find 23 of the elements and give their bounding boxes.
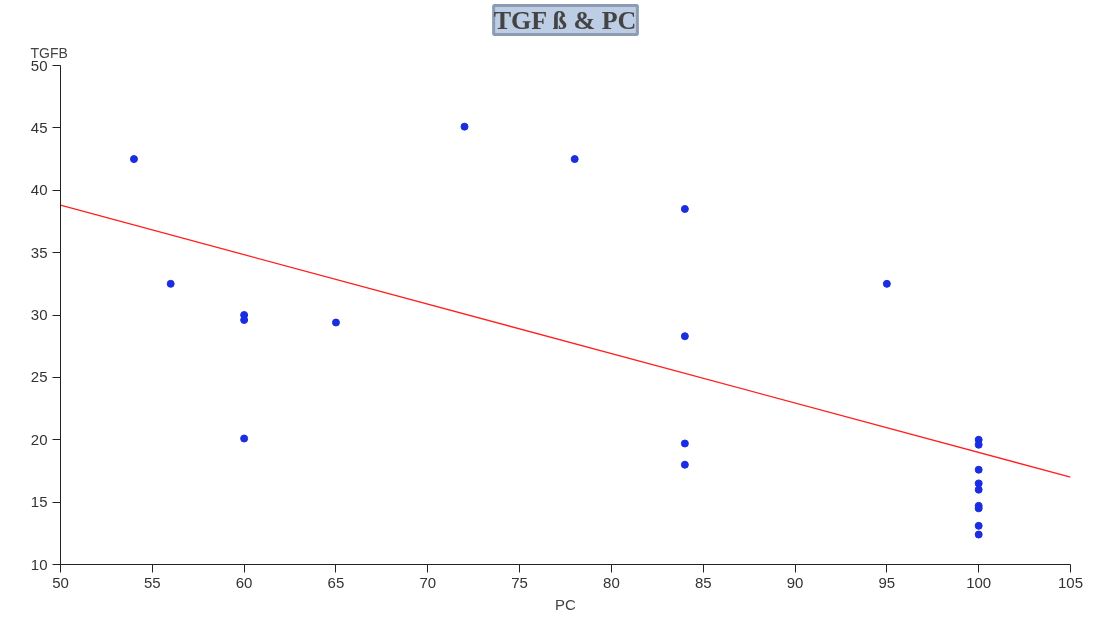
x-tick-label: 95 xyxy=(878,573,896,591)
x-tick-label: 80 xyxy=(603,573,620,591)
x-tick-label: 105 xyxy=(1057,573,1084,591)
y-axis-title: TGFB xyxy=(30,44,68,61)
y-tick-label: 35 xyxy=(30,243,48,261)
y-tick-label: 45 xyxy=(30,118,48,136)
x-tick-label: 70 xyxy=(419,573,437,591)
y-tick-label: 10 xyxy=(30,555,48,573)
x-tick-label: 75 xyxy=(511,573,528,591)
x-axis-title: PC xyxy=(555,595,577,613)
y-tick-label: 25 xyxy=(30,368,48,386)
x-tick-label: 100 xyxy=(966,573,992,591)
y-tick-label: 30 xyxy=(30,306,48,323)
x-tick-label: 85 xyxy=(694,573,712,591)
x-tick-label: 55 xyxy=(143,573,161,591)
chart-title: TGF ß & PC xyxy=(493,5,637,35)
y-tick-label: 40 xyxy=(30,181,48,199)
x-tick-label: 60 xyxy=(235,573,253,591)
y-tick-label: 20 xyxy=(30,430,48,448)
x-tick-label: 50 xyxy=(52,573,69,591)
x-tick-label: 90 xyxy=(786,573,804,591)
x-tick-label: 65 xyxy=(327,573,345,591)
y-tick-label: 15 xyxy=(30,493,48,511)
